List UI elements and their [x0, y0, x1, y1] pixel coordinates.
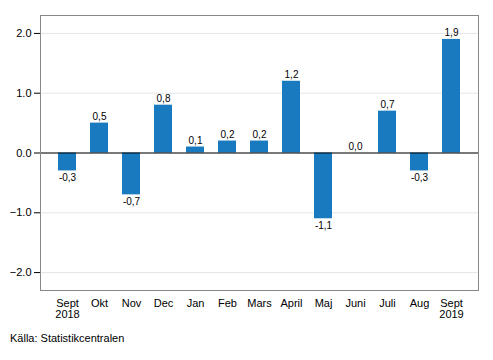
svg-text:Mars: Mars: [247, 297, 272, 309]
svg-text:-0,3: -0,3: [411, 172, 429, 183]
svg-text:0,2: 0,2: [221, 129, 235, 140]
html-text:Källa: Statistikcentralen: Källa: Statistikcentralen: [10, 332, 125, 344]
svg-text:0,0: 0,0: [349, 141, 363, 152]
svg-text:-0,7: -0,7: [123, 196, 141, 207]
svg-text:Okt: Okt: [91, 297, 108, 309]
svg-text:2.0: 2.0: [16, 27, 31, 39]
svg-text:0,7: 0,7: [381, 99, 395, 110]
svg-text:Juni: Juni: [345, 297, 365, 309]
svg-text:Jan: Jan: [187, 297, 205, 309]
svg-text:Maj: Maj: [315, 297, 333, 309]
svg-text:April: April: [280, 297, 302, 309]
svg-text:Sept2018: Sept2018: [55, 297, 79, 320]
svg-text:0,8: 0,8: [157, 93, 171, 104]
svg-text:-0,3: -0,3: [59, 172, 77, 183]
svg-text:-1,1: -1,1: [315, 220, 333, 231]
svg-text:0,2: 0,2: [253, 129, 267, 140]
svg-text:1.0: 1.0: [16, 87, 31, 99]
svg-text:Dec: Dec: [154, 297, 174, 309]
svg-text:1,2: 1,2: [285, 69, 299, 80]
svg-text:1,9: 1,9: [445, 27, 459, 38]
svg-text:−1.0: −1.0: [10, 206, 32, 218]
svg-text:−2.0: −2.0: [10, 266, 32, 278]
svg-text:0,1: 0,1: [189, 135, 203, 146]
svg-text:0.0: 0.0: [16, 147, 31, 159]
svg-text:Nov: Nov: [122, 297, 142, 309]
svg-text:0,5: 0,5: [93, 111, 107, 122]
svg-text:Aug: Aug: [410, 297, 430, 309]
svg-text:Feb: Feb: [218, 297, 237, 309]
svg-text:Sept2019: Sept2019: [439, 297, 463, 320]
svg-text:Juli: Juli: [379, 297, 396, 309]
